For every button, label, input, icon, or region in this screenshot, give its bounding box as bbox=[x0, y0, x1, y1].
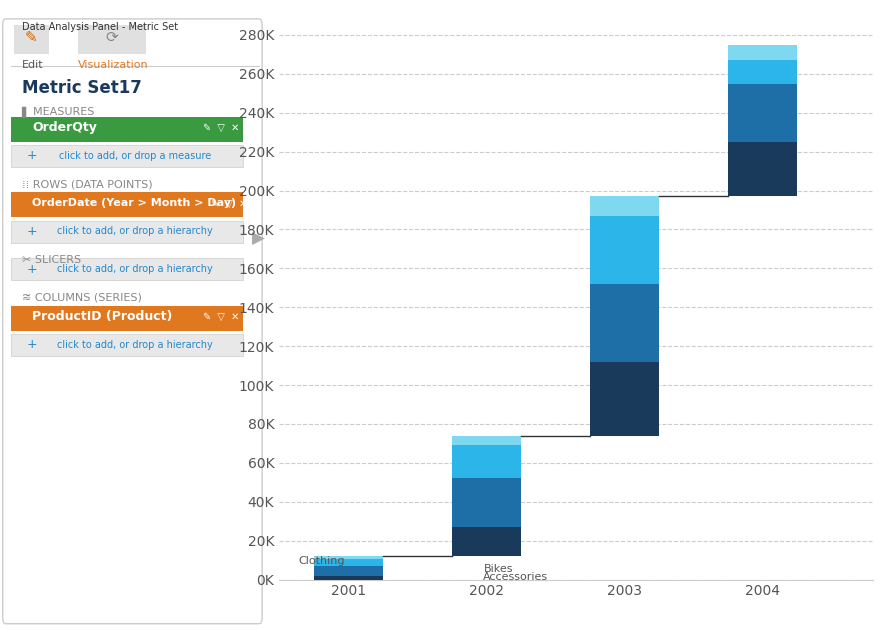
Text: ▶: ▶ bbox=[253, 231, 265, 248]
Bar bbox=[11, 258, 243, 280]
Bar bbox=[314, 566, 383, 576]
Bar bbox=[727, 60, 797, 84]
Text: ▌ MEASURES: ▌ MEASURES bbox=[21, 107, 95, 118]
Text: Metric Set17: Metric Set17 bbox=[21, 79, 142, 97]
Text: Edit: Edit bbox=[21, 60, 43, 70]
Bar bbox=[590, 197, 658, 216]
FancyBboxPatch shape bbox=[3, 19, 262, 624]
Bar bbox=[11, 145, 243, 167]
Bar bbox=[727, 45, 797, 60]
Bar bbox=[11, 306, 243, 331]
Text: OrderQty: OrderQty bbox=[33, 122, 97, 134]
Bar bbox=[590, 216, 658, 284]
Text: ✎: ✎ bbox=[25, 30, 37, 45]
Text: +: + bbox=[27, 225, 37, 238]
Text: ≋ COLUMNS (SERIES): ≋ COLUMNS (SERIES) bbox=[21, 293, 142, 303]
Text: OrderDate (Year > Month > Day): OrderDate (Year > Month > Day) bbox=[33, 198, 237, 209]
Text: Visualization: Visualization bbox=[78, 60, 149, 70]
Text: click to add, or drop a hierarchy: click to add, or drop a hierarchy bbox=[58, 226, 213, 236]
Text: ✂ SLICERS: ✂ SLICERS bbox=[21, 255, 81, 265]
Text: ✎  ▽  ✕: ✎ ▽ ✕ bbox=[203, 123, 239, 133]
Bar bbox=[590, 284, 658, 362]
Bar bbox=[11, 220, 243, 243]
Text: +: + bbox=[27, 149, 37, 162]
Text: +: + bbox=[27, 338, 37, 351]
Bar bbox=[590, 362, 658, 436]
Bar bbox=[314, 559, 383, 566]
Bar bbox=[452, 445, 521, 478]
Bar bbox=[78, 25, 146, 54]
Bar bbox=[11, 192, 243, 217]
Bar bbox=[727, 142, 797, 197]
Text: click to add, or drop a hierarchy: click to add, or drop a hierarchy bbox=[58, 264, 213, 274]
Text: Data Analysis Panel - Metric Set: Data Analysis Panel - Metric Set bbox=[21, 22, 178, 32]
Bar bbox=[11, 334, 243, 356]
Bar bbox=[452, 436, 521, 445]
Text: ✎  ▽  ✕: ✎ ▽ ✕ bbox=[211, 198, 247, 209]
Bar bbox=[452, 527, 521, 556]
Bar bbox=[452, 478, 521, 527]
Bar bbox=[314, 556, 383, 559]
Text: Clothing: Clothing bbox=[299, 556, 346, 566]
Text: ⁞⁞ ROWS (DATA POINTS): ⁞⁞ ROWS (DATA POINTS) bbox=[21, 180, 152, 190]
Text: Bikes: Bikes bbox=[484, 564, 513, 574]
Text: ✎  ▽  ✕: ✎ ▽ ✕ bbox=[203, 312, 239, 322]
Text: click to add, or drop a measure: click to add, or drop a measure bbox=[59, 151, 211, 161]
Bar bbox=[11, 117, 243, 142]
Text: click to add, or drop a hierarchy: click to add, or drop a hierarchy bbox=[58, 340, 213, 350]
Text: ProductID (Product): ProductID (Product) bbox=[33, 311, 173, 323]
Bar bbox=[314, 576, 383, 580]
Text: ⟳: ⟳ bbox=[105, 30, 119, 45]
Bar bbox=[13, 25, 49, 54]
Bar bbox=[727, 84, 797, 142]
Text: +: + bbox=[27, 263, 37, 275]
Text: Accessories: Accessories bbox=[484, 571, 548, 581]
